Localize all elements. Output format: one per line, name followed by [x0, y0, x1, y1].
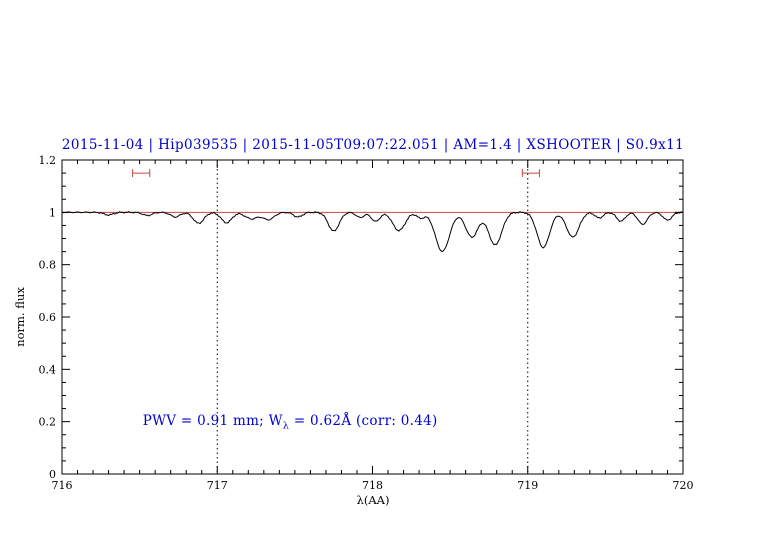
x-tick-label: 720: [673, 479, 694, 492]
y-tick-label: 0.2: [39, 416, 57, 429]
y-tick-label: 0: [49, 468, 56, 481]
plot-title: 2015-11-04 | Hip039535 | 2015-11-05T09:0…: [61, 137, 685, 153]
y-tick-label: 0.6: [39, 311, 57, 324]
y-tick-label: 1.2: [39, 154, 57, 167]
pwv-annotation: PWV = 0.91 mm; Wλ = 0.62Å (corr: 0.44): [143, 413, 438, 432]
y-tick-label: 1: [49, 206, 56, 219]
x-axis-label: λ(AA): [356, 493, 390, 507]
x-tick-label: 717: [207, 479, 228, 492]
y-axis-label: norm. flux: [13, 287, 27, 347]
pwv-annotation-subscript: λ: [282, 420, 290, 432]
y-tick-label: 0.4: [39, 363, 57, 376]
y-tick-label: 0.8: [39, 259, 57, 272]
spectrum-line: [61, 210, 684, 253]
pwv-annotation-prefix: PWV = 0.91 mm; W: [142, 412, 283, 429]
x-tick-label: 719: [517, 479, 538, 492]
x-tick-label: 718: [362, 479, 383, 492]
pwv-annotation-suffix: = 0.62Å (corr: 0.44): [289, 412, 438, 429]
x-tick-label: 716: [52, 479, 73, 492]
